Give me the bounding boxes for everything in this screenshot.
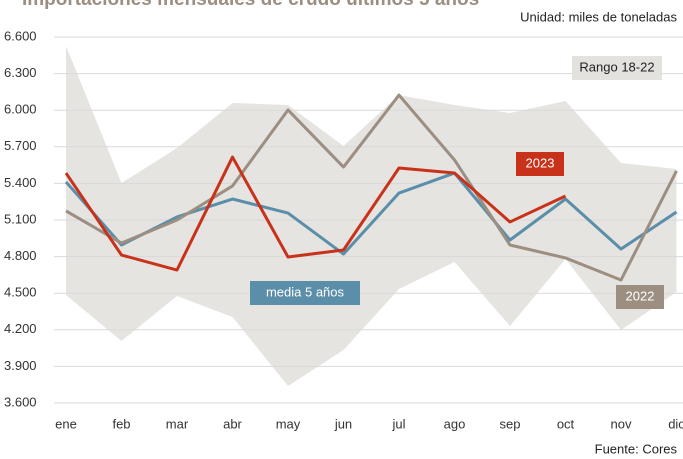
y-tick-label: 5.100 [4,211,37,226]
legend-label: 2023 [526,155,555,170]
x-tick-label: oct [557,416,575,431]
range-band [66,46,677,387]
line [65,93,678,282]
y-tick-label: 4.200 [4,321,37,336]
x-tick-label: jul [391,416,405,431]
line [64,155,567,272]
legend-box [572,56,662,80]
x-tick-label: feb [112,416,130,431]
legend-label: media 5 años [266,284,345,299]
x-tick-label: jun [334,416,352,431]
y-tick-label: 6.600 [4,28,37,43]
x-tick-label: sep [500,416,521,431]
legend-box [616,285,664,309]
y-tick-label: 4.800 [4,248,37,263]
line [64,171,678,256]
subtitle: Unidad: miles de toneladas [520,9,677,24]
legend-box [516,152,564,176]
x-tick-label: ago [444,416,466,431]
x-tick-label: nov [611,416,632,431]
legend-box [250,281,360,305]
x-tick-label: mar [166,416,189,431]
legend-label: 2022 [626,288,655,303]
y-tick-label: 4.500 [4,285,37,300]
legend-label: Rango 18-22 [579,59,654,74]
chart-title: Importaciones mensuales de crudo últimos… [22,0,479,10]
x-tick-label: may [276,416,301,431]
x-tick-label: ene [55,416,77,431]
x-tick-label: dic [668,416,683,431]
y-tick-label: 6.300 [4,65,37,80]
y-tick-label: 3.900 [4,358,37,373]
y-tick-label: 5.400 [4,175,37,190]
y-tick-label: 5.700 [4,138,37,153]
x-tick-label: abr [223,416,242,431]
y-tick-label: 3.600 [4,394,37,409]
y-tick-label: 6.000 [4,102,37,117]
source: Fuente: Cores [595,441,678,456]
